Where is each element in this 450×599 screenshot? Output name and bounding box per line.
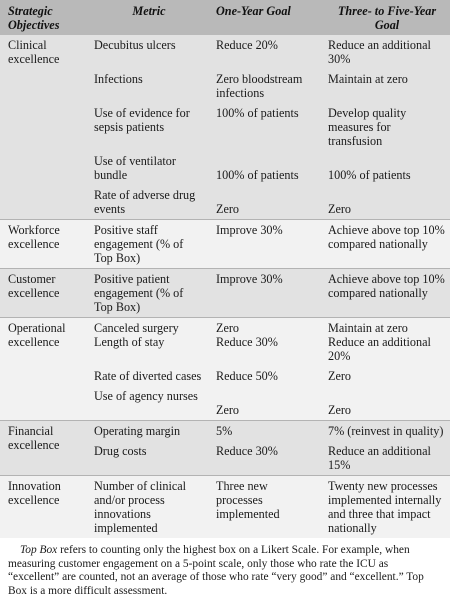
header-metric: Metric [86, 0, 208, 35]
three-five-cell: 100% of patients [320, 148, 450, 182]
three-five-cell: Reduce an additional 30% [320, 35, 450, 66]
footnote-text: refers to counting only the highest box … [8, 544, 424, 597]
one-year-cell: Three new processes implemented [208, 475, 320, 538]
three-five-cell: Achieve above top 10% compared nationall… [320, 268, 450, 318]
table-row: Innovation excellence Number of clinical… [0, 475, 450, 538]
three-five-cell: Zero [320, 383, 450, 421]
one-year-cell: 100% of patients [208, 148, 320, 182]
metric-cell: Drug costs [86, 438, 208, 476]
three-five-cell: Achieve above top 10% compared nationall… [320, 219, 450, 269]
header-one-year: One-Year Goal [208, 0, 320, 35]
table-row: Drug costs Reduce 30% Reduce an addition… [0, 438, 450, 476]
metric-cell: Positive patient engagement (% of Top Bo… [86, 268, 208, 318]
metric-cell: Length of stay [86, 335, 208, 363]
table-header-row: Strategic Objectives Metric One-Year Goa… [0, 0, 450, 35]
objective-cell: Operational excellence [0, 317, 86, 421]
table-row: Rate of diverted cases Reduce 50% Zero [0, 363, 450, 383]
table-row: Rate of adverse drug events Zero Zero [0, 182, 450, 220]
metric-cell: Operating margin [86, 420, 208, 438]
header-objectives: Strategic Objectives [0, 0, 86, 35]
footnote-term: Top Box [20, 544, 58, 556]
three-five-cell: 7% (reinvest in quality) [320, 420, 450, 438]
one-year-cell: Improve 30% [208, 219, 320, 269]
three-five-cell: Zero [320, 363, 450, 383]
one-year-cell: Zero [208, 317, 320, 335]
table-row: Customer excellence Positive patient eng… [0, 268, 450, 318]
one-year-cell: Zero bloodstream infections [208, 66, 320, 100]
objective-cell: Innovation excellence [0, 475, 86, 538]
group-innovation: Innovation excellence Number of clinical… [0, 475, 450, 538]
metric-cell: Positive staff engagement (% of Top Box) [86, 219, 208, 269]
table-row: Clinical excellence Decubitus ulcers Red… [0, 35, 450, 220]
one-year-cell: Zero [208, 383, 320, 421]
table-row: Use of evidence for sepsis patients 100%… [0, 100, 450, 148]
one-year-cell: 5% [208, 420, 320, 438]
one-year-cell: Reduce 30% [208, 438, 320, 476]
table-row: Use of agency nurses Zero Zero [0, 383, 450, 421]
table-row: Length of stay Reduce 30% Reduce an addi… [0, 335, 450, 363]
one-year-cell: Reduce 50% [208, 363, 320, 383]
group-workforce: Workforce excellence Positive staff enga… [0, 219, 450, 269]
metric-cell: Use of agency nurses [86, 383, 208, 421]
three-five-cell: Maintain at zero [320, 317, 450, 335]
goals-table: Strategic Objectives Metric One-Year Goa… [0, 0, 450, 538]
table-row: Workforce excellence Positive staff enga… [0, 219, 450, 269]
metric-cell: Infections [86, 66, 208, 100]
one-year-cell: 100% of patients [208, 100, 320, 148]
three-five-cell: Zero [320, 182, 450, 220]
metric-cell: Decubitus ulcers [86, 35, 208, 66]
metric-cell: Rate of diverted cases [86, 363, 208, 383]
objective-cell: Workforce excellence [0, 219, 86, 269]
metric-cell: Rate of adverse drug events [86, 182, 208, 220]
table-row: Infections Zero bloodstream infections M… [0, 66, 450, 100]
metric-cell: Use of ventilator bundle [86, 148, 208, 182]
three-five-cell: Reduce an additional 15% [320, 438, 450, 476]
table-row: Use of ventilator bundle 100% of patient… [0, 148, 450, 182]
group-operational: Operational excellence Canceled surgery … [0, 317, 450, 421]
table-footnote: Top Box refers to counting only the high… [0, 538, 450, 598]
objective-cell: Financial excellence [0, 420, 86, 476]
three-five-cell: Develop quality measures for transfusion [320, 100, 450, 148]
one-year-cell: Reduce 20% [208, 35, 320, 66]
group-clinical: Clinical excellence Decubitus ulcers Red… [0, 35, 450, 220]
metric-cell: Use of evidence for sepsis patients [86, 100, 208, 148]
header-three-five: Three- to Five-Year Goal [320, 0, 450, 35]
objective-cell: Customer excellence [0, 268, 86, 318]
table-row: Financial excellence Operating margin 5%… [0, 420, 450, 476]
group-financial: Financial excellence Operating margin 5%… [0, 420, 450, 476]
one-year-cell: Reduce 30% [208, 335, 320, 363]
metric-cell: Canceled surgery [86, 317, 208, 335]
objective-cell: Clinical excellence [0, 35, 86, 220]
three-five-cell: Reduce an additional 20% [320, 335, 450, 363]
table-row: Operational excellence Canceled surgery … [0, 317, 450, 421]
one-year-cell: Improve 30% [208, 268, 320, 318]
three-five-cell: Maintain at zero [320, 66, 450, 100]
one-year-cell: Zero [208, 182, 320, 220]
metric-cell: Number of clinical and/or process innova… [86, 475, 208, 538]
group-customer: Customer excellence Positive patient eng… [0, 268, 450, 318]
three-five-cell: Twenty new processes implemented interna… [320, 475, 450, 538]
